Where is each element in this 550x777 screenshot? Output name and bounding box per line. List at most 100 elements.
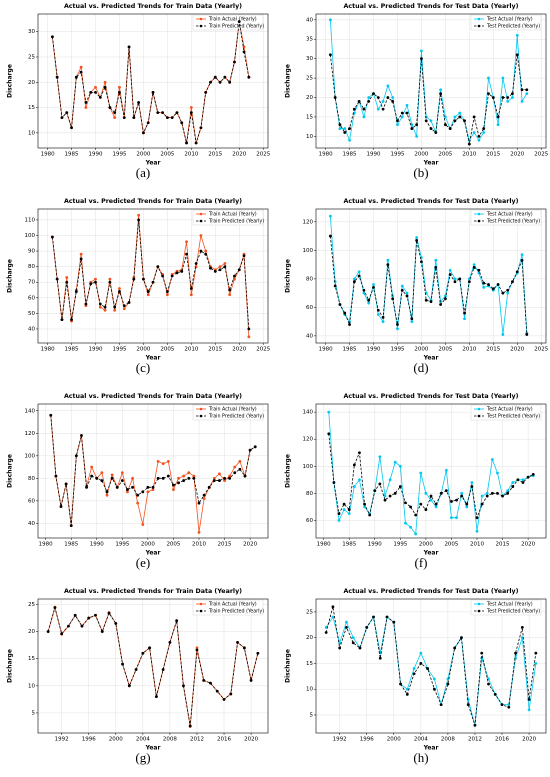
y-tick-label: 80 <box>306 491 313 497</box>
x-tick-label: 2020 <box>232 347 246 353</box>
x-tick-label: 2000 <box>387 737 401 743</box>
data-point <box>372 286 375 289</box>
data-point <box>491 287 495 291</box>
data-point <box>253 445 257 449</box>
data-point <box>187 471 191 475</box>
data-point <box>202 678 206 682</box>
data-point <box>94 613 97 617</box>
data-point <box>146 290 150 293</box>
data-point <box>177 481 180 485</box>
data-point <box>405 294 409 298</box>
data-point <box>450 500 453 503</box>
data-point <box>168 641 172 644</box>
data-point <box>228 293 232 297</box>
panel-label: (g) <box>135 750 150 765</box>
data-point <box>118 85 121 89</box>
data-point <box>192 474 196 478</box>
data-point <box>419 471 423 475</box>
x-tick-label: 2015 <box>208 347 222 353</box>
data-point <box>378 656 382 660</box>
x-tick-label: 1985 <box>65 347 79 353</box>
x-tick-label: 1995 <box>393 542 407 548</box>
x-tick-label: 1995 <box>115 542 129 548</box>
data-point <box>480 651 484 655</box>
data-point <box>199 249 203 253</box>
data-point <box>472 115 476 119</box>
data-point <box>463 317 466 321</box>
data-point <box>391 96 395 99</box>
data-point <box>351 636 355 640</box>
data-point <box>500 703 504 707</box>
data-point <box>142 131 145 135</box>
data-point <box>506 96 510 99</box>
y-tick-label: 15 <box>28 105 35 111</box>
data-point <box>127 45 131 49</box>
data-point <box>372 615 375 619</box>
data-point <box>103 80 107 84</box>
x-tick-label: 2015 <box>486 347 500 353</box>
x-tick-label: 2025 <box>534 347 548 353</box>
data-point <box>531 472 535 476</box>
data-point <box>372 283 375 286</box>
data-point <box>328 18 332 22</box>
legend-label: Train Predicted (Yearly) <box>208 609 264 615</box>
data-point <box>108 106 112 109</box>
data-point <box>120 479 124 482</box>
panel-label: (f) <box>415 555 428 570</box>
data-point <box>95 476 99 480</box>
data-point <box>170 116 174 120</box>
data-point <box>69 524 73 528</box>
y-axis-label: Discharge <box>7 64 14 98</box>
data-point <box>352 111 356 115</box>
data-point <box>103 85 107 89</box>
x-tick-label: 2012 <box>468 737 482 743</box>
legend-marker <box>199 407 203 411</box>
y-tick-label: 20 <box>28 80 35 86</box>
data-point <box>429 119 433 123</box>
series-line <box>51 215 250 337</box>
data-point <box>228 80 232 84</box>
y-tick-label: 10 <box>306 134 313 140</box>
data-point <box>121 662 124 666</box>
y-tick-label: 40 <box>28 326 35 332</box>
y-tick-label: 15 <box>306 114 313 120</box>
data-point <box>141 523 145 526</box>
data-point <box>496 471 499 475</box>
x-tick-label: 2005 <box>160 347 174 353</box>
data-point <box>146 293 150 297</box>
data-point <box>136 501 140 505</box>
data-point <box>362 115 366 119</box>
data-point <box>378 482 382 486</box>
data-point <box>74 454 78 458</box>
data-point <box>80 624 84 628</box>
data-point <box>175 619 179 623</box>
data-point <box>415 236 419 239</box>
x-tick-label: 2010 <box>184 347 198 353</box>
legend-label: Train Predicted (Yearly) <box>208 24 264 30</box>
data-point <box>515 270 519 274</box>
data-point <box>100 471 104 475</box>
data-point <box>391 297 395 301</box>
legend-box <box>192 599 264 616</box>
data-point <box>345 620 348 624</box>
legend-label: Train Predicted (Yearly) <box>208 219 264 225</box>
x-tick-label: 1990 <box>89 152 103 158</box>
data-point <box>400 288 404 292</box>
data-point <box>215 689 219 693</box>
data-point <box>386 263 390 266</box>
data-point <box>175 111 179 115</box>
y-tick-label: 20 <box>28 629 35 635</box>
data-point <box>511 481 515 484</box>
data-point <box>368 513 372 517</box>
y-tick-label: 35 <box>306 37 313 43</box>
data-point <box>137 213 141 217</box>
data-point <box>189 106 193 109</box>
y-tick-label: 30 <box>306 56 313 62</box>
data-point <box>357 99 361 103</box>
plot-frame <box>315 13 547 149</box>
data-point <box>238 467 242 471</box>
x-axis-label: Year <box>423 550 439 557</box>
data-point <box>363 502 366 506</box>
data-point <box>94 277 97 281</box>
data-point <box>110 476 114 480</box>
